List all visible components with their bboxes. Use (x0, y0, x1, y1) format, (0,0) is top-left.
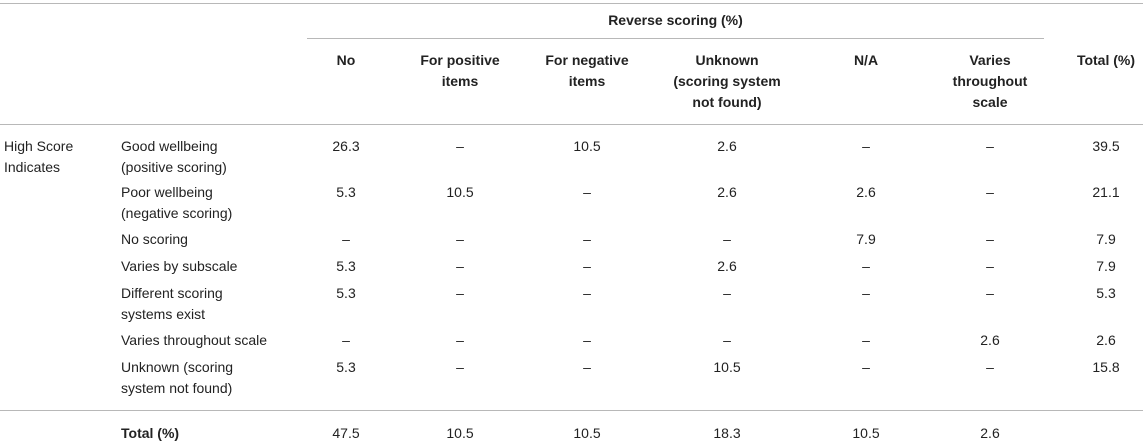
total-cell: 47.5 (332, 425, 360, 441)
header-bottom-rule (0, 124, 1143, 125)
table-cell: – (583, 184, 591, 200)
total-cell: 18.3 (713, 425, 741, 441)
table-cell: – (862, 285, 870, 301)
column-header-4: Unknown (scoring system not found) (673, 52, 781, 110)
table-cell: – (583, 359, 591, 375)
table-cell: 2.6 (717, 138, 737, 154)
row-label: Good wellbeing (positive scoring) (121, 138, 227, 175)
table-cell: 7.9 (1096, 231, 1116, 247)
row-label: Different scoring systems exist (121, 285, 223, 322)
table-cell: 21.1 (1092, 184, 1120, 200)
table-cell: 7.9 (1096, 258, 1116, 274)
table-cell: 10.5 (573, 138, 601, 154)
table-cell: 5.3 (336, 285, 356, 301)
table-cell: 26.3 (332, 138, 360, 154)
table-cell: 10.5 (713, 359, 741, 375)
total-cell: 10.5 (852, 425, 880, 441)
table-cell: – (862, 359, 870, 375)
table-cell: 5.3 (336, 184, 356, 200)
table-cell: – (342, 231, 350, 247)
table-cell: 2.6 (856, 184, 876, 200)
total-row-top-rule (0, 410, 1143, 411)
table-cell: 2.6 (717, 258, 737, 274)
table-cell: – (723, 285, 731, 301)
table-cell: – (986, 258, 994, 274)
table-cell: – (456, 138, 464, 154)
table-cell: – (583, 285, 591, 301)
table-cell: – (583, 332, 591, 348)
table-cell: 2.6 (717, 184, 737, 200)
table-cell: – (583, 258, 591, 274)
row-label: No scoring (121, 231, 188, 247)
total-cell: 10.5 (446, 425, 474, 441)
table-cell: – (986, 184, 994, 200)
table-cell: 10.5 (446, 184, 474, 200)
table-cell: – (986, 138, 994, 154)
column-header-5: N/A (853, 52, 879, 68)
column-header-7: Total (%) (1076, 52, 1136, 68)
row-label: Poor wellbeing (negative scoring) (121, 184, 233, 221)
table-cell: 5.3 (336, 359, 356, 375)
column-header-2: For positive items (420, 52, 500, 89)
total-cell: 10.5 (573, 425, 601, 441)
table-cell: – (986, 285, 994, 301)
table-cell: – (456, 258, 464, 274)
table-cell: 7.9 (856, 231, 876, 247)
table-cell: 2.6 (980, 332, 1000, 348)
column-header-6: Varies throughout scale (952, 52, 1028, 110)
table-cell: – (723, 231, 731, 247)
group-header-rule (307, 38, 1044, 39)
reverse-scoring-group-header: Reverse scoring (%) (608, 12, 743, 28)
table-cell: – (456, 231, 464, 247)
row-group-label: High Score Indicates (4, 138, 74, 175)
table-cell: – (862, 138, 870, 154)
total-cell: 2.6 (980, 425, 1000, 441)
table-cell: 5.3 (336, 258, 356, 274)
table-cell: 2.6 (1096, 332, 1116, 348)
row-label: Varies throughout scale (121, 332, 268, 348)
table-cell: – (456, 359, 464, 375)
column-header-1: No (336, 52, 356, 68)
table-cell: – (723, 332, 731, 348)
table-cell: – (862, 258, 870, 274)
table-cell: 15.8 (1092, 359, 1120, 375)
table-cell: – (456, 332, 464, 348)
table-cell: – (862, 332, 870, 348)
table-cell: 5.3 (1096, 285, 1116, 301)
total-row-label: Total (%) (121, 425, 180, 441)
row-label: Varies by subscale (121, 258, 238, 274)
column-header-3: For negative items (545, 52, 629, 89)
table-cell: – (583, 231, 591, 247)
table-top-rule (0, 3, 1143, 4)
table-cell: – (342, 332, 350, 348)
table-cell: – (986, 359, 994, 375)
table-cell: – (986, 231, 994, 247)
row-label: Unknown (scoring system not found) (121, 359, 234, 396)
table-cell: – (456, 285, 464, 301)
table-cell: 39.5 (1092, 138, 1120, 154)
